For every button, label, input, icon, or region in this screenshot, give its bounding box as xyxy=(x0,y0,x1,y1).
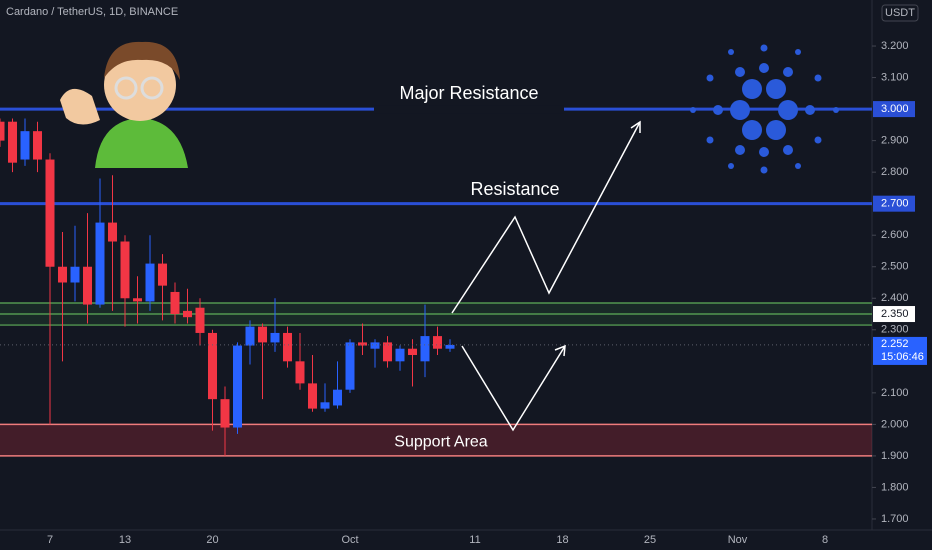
candle-body xyxy=(395,348,405,362)
x-tick-label: Oct xyxy=(341,534,358,546)
x-tick-label: 8 xyxy=(822,534,828,546)
y-tick-label: 2.000 xyxy=(881,418,909,430)
candle-body xyxy=(270,332,280,343)
annotation-backdrop xyxy=(374,105,564,114)
candle-body xyxy=(333,389,342,406)
candle-body xyxy=(370,342,380,349)
candle-body xyxy=(70,266,80,283)
countdown: 15:06:46 xyxy=(881,351,924,363)
candle-body xyxy=(245,326,255,346)
candle-body xyxy=(220,399,230,428)
candle-body xyxy=(108,222,117,242)
candle-body xyxy=(83,266,92,305)
candle-body xyxy=(208,332,217,400)
plot-area xyxy=(0,105,872,457)
level-annotation: Resistance xyxy=(470,179,559,199)
currency: USDT xyxy=(885,7,915,19)
candle-body xyxy=(133,298,142,302)
candle-body xyxy=(320,402,330,409)
y-tick-label: 1.800 xyxy=(881,481,909,493)
price-box xyxy=(873,101,915,118)
y-tick-label: 2.400 xyxy=(881,292,909,304)
candle-body xyxy=(45,159,55,267)
candle-body xyxy=(8,121,17,163)
y-tick-label: 3.100 xyxy=(881,71,909,83)
price-box xyxy=(873,306,915,323)
price-box-label: 2.350 xyxy=(881,308,909,320)
candle-body xyxy=(195,307,205,333)
support-label: Support Area xyxy=(394,433,488,450)
candle-body xyxy=(95,222,105,305)
price-box-label: 2.700 xyxy=(881,198,909,210)
candle-body xyxy=(233,345,242,428)
y-tick-label: 2.300 xyxy=(881,324,909,336)
x-tick-label: 25 xyxy=(644,534,656,546)
candle-body xyxy=(20,131,30,160)
candle-body xyxy=(120,241,130,299)
y-tick-label: 2.800 xyxy=(881,166,909,178)
candle-body xyxy=(258,326,267,343)
support-zone xyxy=(0,424,872,456)
y-tick-label: 1.700 xyxy=(881,513,909,525)
price-box xyxy=(873,195,915,212)
price-box-label: 3.000 xyxy=(881,103,909,115)
candle-body xyxy=(33,131,42,160)
x-tick-label: 7 xyxy=(47,534,53,546)
y-tick-label: 2.100 xyxy=(881,387,909,399)
axes: 1.700 1.800 1.900 2.000 2.100 2.300 2.400 2.500… xyxy=(47,40,927,546)
x-tick-label: Nov xyxy=(728,534,748,546)
cardano-logo xyxy=(690,44,839,174)
x-tick-label: 13 xyxy=(119,534,131,546)
last-price-box xyxy=(873,336,927,365)
level-annotation: Major Resistance xyxy=(399,83,538,103)
x-tick-label: 20 xyxy=(206,534,218,546)
currency-box xyxy=(881,4,919,22)
projection-arrows xyxy=(451,120,641,432)
candle-body xyxy=(383,342,392,362)
y-tick-label: 2.900 xyxy=(881,135,909,147)
candle-body xyxy=(0,121,5,141)
y-tick-label: 3.200 xyxy=(881,40,909,52)
candle-body xyxy=(183,310,192,318)
candle-body xyxy=(420,336,430,362)
candle-body xyxy=(158,263,167,286)
candle-body xyxy=(283,332,292,362)
candle-body xyxy=(308,383,317,409)
candle-body xyxy=(408,348,417,356)
last-price-label: 2.252 xyxy=(881,338,909,350)
candle-body xyxy=(295,361,305,384)
candle-body xyxy=(145,263,155,302)
avatar xyxy=(60,41,188,168)
candle-body xyxy=(170,291,180,315)
x-tick-label: 18 xyxy=(556,534,568,546)
candle-body xyxy=(445,344,455,349)
candle-body xyxy=(58,266,67,283)
candle-body xyxy=(358,342,367,346)
y-tick-label: 2.600 xyxy=(881,229,909,241)
x-tick-label: 11 xyxy=(469,534,480,546)
candle-body xyxy=(345,342,355,390)
candle-body xyxy=(433,336,442,349)
y-tick-label: 2.500 xyxy=(881,261,909,273)
y-tick-label: 1.900 xyxy=(881,450,909,462)
chart-title: Cardano / TetherUS, 1D, BINANCE xyxy=(6,6,178,18)
